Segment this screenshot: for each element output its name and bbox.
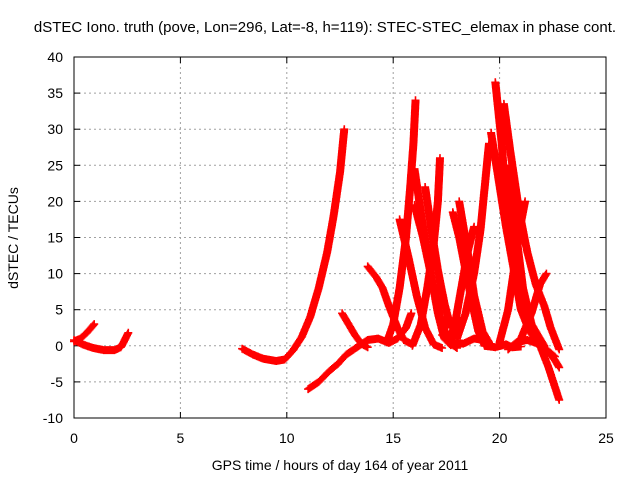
axis-ticks: 0 5 10 15 20 25 -10 -5 0 5 10 15 20 25 30 35 40 xyxy=(43,49,614,446)
y-tick-label: 5 xyxy=(55,302,63,318)
series-5 xyxy=(338,309,372,352)
series-16-markers xyxy=(444,222,479,347)
y-tick-label: 30 xyxy=(47,121,63,137)
series-12 xyxy=(408,154,444,350)
series-5-markers xyxy=(338,309,372,352)
x-tick-label: 0 xyxy=(70,430,78,446)
x-tick-label: 10 xyxy=(279,430,295,446)
series-3 xyxy=(238,125,349,365)
y-tick-label: 20 xyxy=(47,193,63,209)
series-3-markers xyxy=(238,125,349,365)
series-25-markers xyxy=(504,336,559,361)
data-series xyxy=(70,78,564,404)
x-tick-label: 15 xyxy=(385,430,401,446)
x-axis-label: GPS time / hours of day 164 of year 2011 xyxy=(212,457,469,473)
y-axis-label: dSTEC / TECUs xyxy=(5,187,21,289)
series-2 xyxy=(70,328,133,355)
y-tick-label: 40 xyxy=(47,49,63,65)
y-tick-label: -10 xyxy=(43,410,63,426)
series-4-markers xyxy=(304,309,416,394)
chart-title: dSTEC Iono. truth (pove, Lon=296, Lat=-8… xyxy=(34,19,616,36)
x-tick-label: 20 xyxy=(492,430,508,446)
y-tick-label: 25 xyxy=(47,157,63,173)
y-tick-label: 35 xyxy=(47,85,63,101)
series-25 xyxy=(504,336,559,361)
series-17-markers xyxy=(453,139,493,343)
series-17 xyxy=(453,139,493,343)
y-tick-label: 15 xyxy=(47,230,63,246)
y-tick-label: 10 xyxy=(47,266,63,282)
series-12-markers xyxy=(408,154,444,350)
y-tick-label: 0 xyxy=(55,338,63,354)
y-tick-label: -5 xyxy=(51,374,64,390)
series-2-markers xyxy=(70,328,133,355)
series-16 xyxy=(444,222,479,347)
x-tick-label: 25 xyxy=(598,430,614,446)
series-4 xyxy=(304,309,416,394)
x-tick-label: 5 xyxy=(177,430,185,446)
